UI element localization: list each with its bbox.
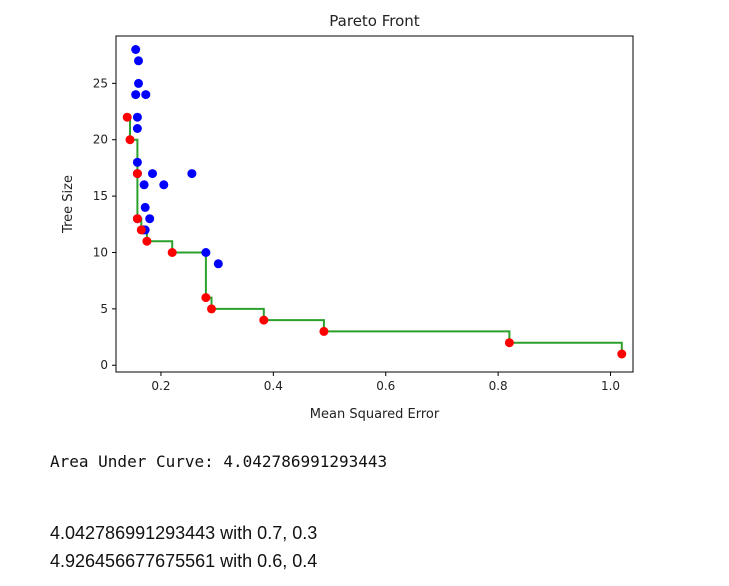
pareto-step-line <box>127 116 623 354</box>
x-tick-label: 0.6 <box>376 379 395 393</box>
y-tick-label: 25 <box>93 76 108 90</box>
pareto-point <box>504 338 514 348</box>
population-point <box>159 180 169 190</box>
y-axis-label: Tree Size <box>61 175 76 234</box>
pareto-point <box>167 248 177 257</box>
results-output: 4.042786991293443 with 0.7, 0.3 4.926456… <box>50 519 317 575</box>
pareto-point <box>201 293 211 303</box>
pareto-point <box>132 169 142 179</box>
chart-title: Pareto Front <box>329 12 420 30</box>
population-point <box>148 169 157 179</box>
pareto-point <box>122 112 132 122</box>
result-line: 4.926456677675561 with 0.6, 0.4 <box>50 551 318 571</box>
y-tick-label: 0 <box>100 358 108 372</box>
pareto-point <box>259 315 269 325</box>
population-point <box>134 78 143 88</box>
population-point <box>140 202 150 212</box>
y-tick-label: 15 <box>93 189 108 203</box>
population-point <box>132 157 142 167</box>
population-point <box>131 90 141 100</box>
pareto-chart: 0.2 0.4 0.6 0.8 1.0 0 5 10 15 20 25 Pareto Front Mea… <box>61 12 634 422</box>
population-point <box>139 180 149 190</box>
pareto-point <box>142 236 152 246</box>
x-tick-label: 0.2 <box>151 379 170 393</box>
pareto-point <box>132 214 142 224</box>
x-axis-label: Mean Squared Error <box>310 407 440 422</box>
y-tick-label: 10 <box>93 245 108 259</box>
y-tick-label: 5 <box>100 302 108 316</box>
x-tick-label: 0.4 <box>264 379 283 393</box>
population-point <box>145 214 155 224</box>
result-line: 4.042786991293443 with 0.7, 0.3 <box>50 523 318 543</box>
population-point <box>132 112 142 122</box>
population-point <box>201 248 211 257</box>
population-point <box>134 56 143 66</box>
axes-frame <box>115 35 634 373</box>
pareto-point <box>125 135 135 145</box>
y-tick-label: 20 <box>93 133 108 147</box>
pareto-point <box>136 225 146 235</box>
pareto-point <box>617 349 627 359</box>
population-point <box>213 259 223 269</box>
population-point <box>131 45 141 54</box>
pareto-point <box>319 326 329 336</box>
population-point <box>141 90 151 100</box>
x-tick-label: 0.8 <box>489 379 508 393</box>
pareto-point <box>207 304 216 314</box>
auc-output: Area Under Curve: 4.042786991293443 <box>50 452 388 471</box>
population-point <box>187 169 197 179</box>
x-tick-label: 1.0 <box>601 379 620 393</box>
population-point <box>132 124 142 133</box>
